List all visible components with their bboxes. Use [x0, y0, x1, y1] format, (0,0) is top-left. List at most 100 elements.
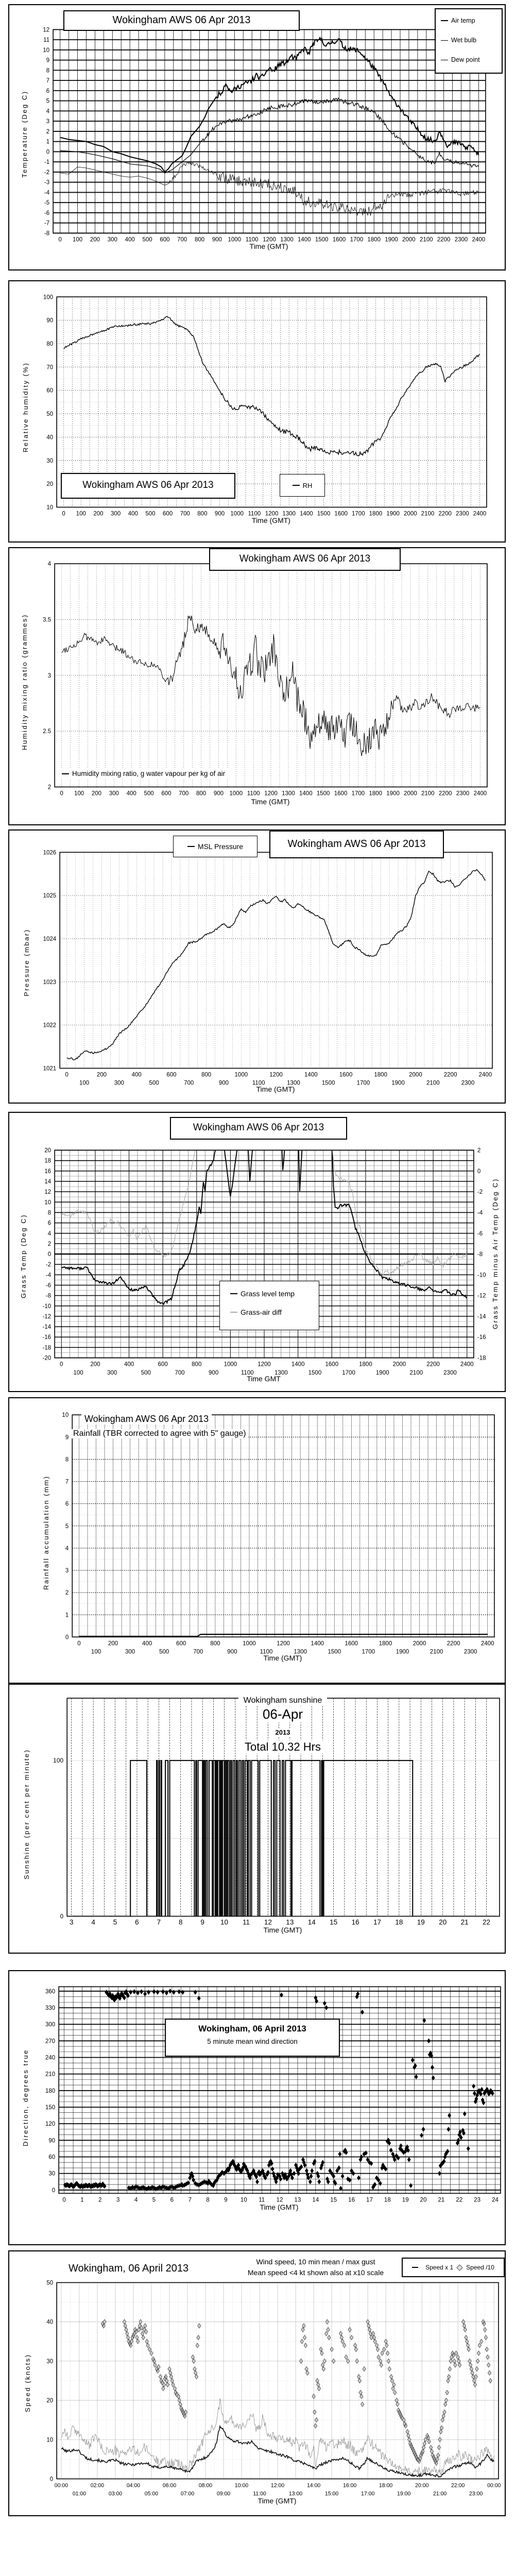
mixing-ratio-line-sample — [62, 773, 69, 774]
svg-text:-14: -14 — [477, 1314, 486, 1320]
svg-text:10: 10 — [44, 1199, 51, 1206]
chart-title: Wokingham AWS 06 Apr 2013 — [61, 473, 235, 499]
legend-item: Air temp — [436, 11, 502, 30]
svg-text:30: 30 — [48, 2171, 55, 2177]
svg-text:2100: 2100 — [421, 791, 435, 797]
svg-text:03:00: 03:00 — [109, 2491, 122, 2497]
chart-subtitle: Mean speed <4 kt shown also at x10 scale — [247, 2268, 384, 2277]
rainfall-chart: 0100200300400500600700800900100011001200… — [62, 1412, 495, 1655]
x-axis-label: Time (GMT) — [258, 2497, 297, 2505]
svg-text:7: 7 — [188, 2197, 192, 2203]
svg-text:21: 21 — [438, 2197, 445, 2203]
svg-text:0: 0 — [59, 237, 62, 243]
svg-text:8: 8 — [46, 67, 49, 74]
svg-text:3.5: 3.5 — [43, 617, 51, 623]
svg-text:200: 200 — [93, 511, 103, 517]
svg-text:-4: -4 — [44, 190, 50, 196]
svg-text:0: 0 — [65, 1072, 68, 1078]
x-axis-label: Time (GMT) — [263, 1654, 302, 1662]
svg-text:0: 0 — [477, 1168, 480, 1175]
svg-text:12: 12 — [44, 1189, 51, 1195]
svg-text:2100: 2100 — [430, 1649, 443, 1655]
svg-text:2400: 2400 — [474, 791, 487, 797]
svg-text:4: 4 — [134, 2197, 138, 2203]
svg-text:10: 10 — [46, 2437, 53, 2443]
svg-text:3: 3 — [48, 673, 51, 679]
svg-text:11: 11 — [43, 37, 49, 43]
svg-text:-8: -8 — [44, 230, 49, 236]
svg-text:10: 10 — [220, 1919, 228, 1926]
svg-text:50: 50 — [46, 411, 53, 417]
svg-text:1026: 1026 — [43, 850, 57, 856]
svg-text:30: 30 — [46, 458, 53, 464]
svg-text:2: 2 — [98, 2197, 101, 2203]
svg-text:6: 6 — [46, 88, 49, 94]
svg-text:1600: 1600 — [325, 1362, 338, 1368]
svg-text:2400: 2400 — [460, 1362, 474, 1368]
svg-text:8: 8 — [179, 1919, 183, 1926]
svg-text:500: 500 — [149, 1080, 159, 1087]
rainfall-chart-panel: 0 100 200 300 400 500 600 700 800 900 1000 1100 1200… — [8, 1397, 506, 1684]
svg-text:05:00: 05:00 — [145, 2491, 158, 2497]
svg-text:5: 5 — [152, 2197, 156, 2203]
x-axis-label: Time (GMT) — [252, 516, 290, 524]
svg-text:90: 90 — [48, 2138, 55, 2144]
svg-text:1500: 1500 — [315, 237, 329, 243]
svg-text:1800: 1800 — [379, 1640, 392, 1647]
svg-text:1500: 1500 — [308, 1370, 322, 1376]
svg-text:1300: 1300 — [287, 1080, 300, 1087]
svg-text:19: 19 — [402, 2197, 409, 2203]
x-axis-label: Time GMT — [247, 1375, 281, 1383]
svg-text:2200: 2200 — [439, 791, 452, 797]
svg-text:1300: 1300 — [274, 1370, 288, 1376]
svg-text:700: 700 — [180, 511, 190, 517]
svg-text:60: 60 — [48, 2155, 55, 2161]
svg-text:500: 500 — [159, 1649, 169, 1655]
svg-text:900: 900 — [209, 1370, 218, 1376]
svg-text:8: 8 — [48, 1210, 51, 1216]
svg-text:-10: -10 — [43, 1303, 52, 1310]
svg-text:2100: 2100 — [421, 511, 435, 517]
svg-text:2: 2 — [46, 129, 49, 135]
legend-label: Humidity mixing ratio, g water vapour pe… — [72, 770, 226, 777]
svg-text:1900: 1900 — [386, 791, 400, 797]
svg-text:3: 3 — [46, 118, 49, 125]
svg-text:1900: 1900 — [396, 1649, 409, 1655]
svg-text:-4: -4 — [477, 1210, 483, 1216]
svg-text:1300: 1300 — [280, 237, 294, 243]
svg-text:2300: 2300 — [464, 1649, 477, 1655]
svg-text:1100: 1100 — [246, 237, 259, 243]
svg-text:2100: 2100 — [410, 1370, 423, 1376]
svg-text:3: 3 — [116, 2197, 119, 2203]
svg-text:1021: 1021 — [43, 1066, 57, 1072]
chart-subtitle: 5 minute mean wind direction — [207, 2038, 298, 2045]
svg-text:-10: -10 — [477, 1272, 486, 1278]
svg-text:0: 0 — [60, 791, 63, 797]
mixing-ratio-chart-panel: 0 100 200 300 400 500 600 700 800 900 1000 1100 1200… — [8, 547, 506, 825]
svg-text:900: 900 — [212, 237, 222, 243]
svg-text:1000: 1000 — [230, 791, 243, 797]
svg-text:14: 14 — [308, 1919, 316, 1926]
svg-text:12: 12 — [277, 2197, 283, 2203]
svg-text:30: 30 — [46, 2359, 53, 2365]
svg-text:1400: 1400 — [299, 791, 313, 797]
svg-text:-2: -2 — [477, 1189, 483, 1195]
svg-text:80: 80 — [46, 341, 53, 347]
svg-text:600: 600 — [161, 791, 171, 797]
svg-text:150: 150 — [45, 2105, 55, 2111]
svg-text:9: 9 — [200, 1919, 204, 1926]
svg-text:1500: 1500 — [317, 511, 331, 517]
svg-text:5: 5 — [65, 1523, 68, 1530]
svg-text:800: 800 — [197, 511, 207, 517]
svg-text:1022: 1022 — [43, 1023, 57, 1029]
svg-text:2000: 2000 — [393, 1362, 406, 1368]
svg-text:1000: 1000 — [235, 1072, 248, 1078]
svg-text:1100: 1100 — [248, 511, 261, 517]
svg-text:0: 0 — [62, 511, 65, 517]
svg-text:4: 4 — [48, 1231, 52, 1237]
svg-text:900: 900 — [219, 1080, 229, 1087]
svg-text:16:00: 16:00 — [343, 2483, 356, 2489]
svg-text:100: 100 — [43, 294, 53, 300]
svg-text:20: 20 — [46, 2398, 53, 2404]
